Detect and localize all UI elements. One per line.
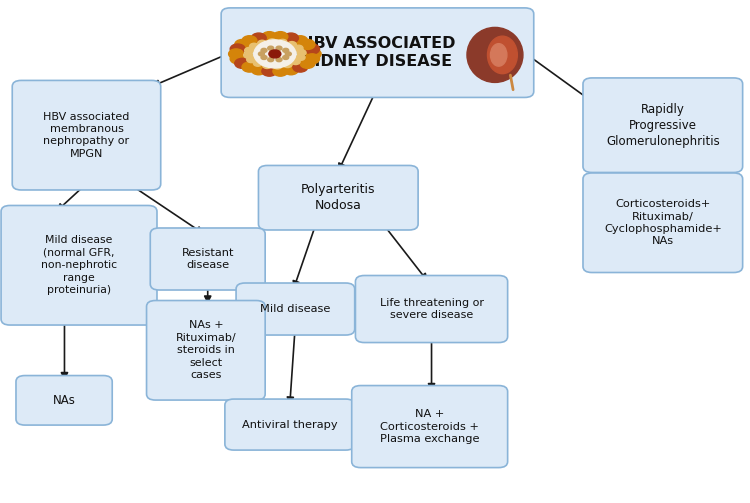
Circle shape [261,55,267,59]
Circle shape [292,36,308,46]
Text: Corticosteroids+
Rituximab/
Cyclophosphamide+
NAs: Corticosteroids+ Rituximab/ Cyclophospha… [604,199,722,246]
Circle shape [262,32,277,42]
Circle shape [278,39,287,45]
Text: Antiviral therapy: Antiviral therapy [242,420,338,430]
Circle shape [262,62,272,68]
Text: Resistant
disease: Resistant disease [182,248,234,270]
Circle shape [304,54,320,64]
FancyBboxPatch shape [583,78,742,173]
Circle shape [262,66,277,76]
FancyBboxPatch shape [259,165,418,230]
Circle shape [284,65,298,75]
Circle shape [300,58,315,68]
Text: HBV associated
membranous
nephropathy or
MPGN: HBV associated membranous nephropathy or… [44,112,130,159]
Circle shape [242,62,257,72]
Circle shape [306,49,321,59]
Circle shape [276,46,282,50]
Ellipse shape [490,44,507,66]
Circle shape [230,44,245,54]
Circle shape [242,36,257,46]
Text: NAs: NAs [53,394,76,407]
Circle shape [273,66,288,76]
Circle shape [235,58,250,68]
Circle shape [254,40,296,68]
FancyBboxPatch shape [150,228,266,290]
Circle shape [283,55,289,59]
Circle shape [273,63,282,69]
Circle shape [251,65,266,75]
Circle shape [297,50,306,56]
FancyBboxPatch shape [225,399,355,450]
Circle shape [268,39,277,45]
Circle shape [268,46,274,50]
FancyBboxPatch shape [236,283,355,335]
FancyBboxPatch shape [352,386,508,468]
Text: NA +
Corticosteroids +
Plasma exchange: NA + Corticosteroids + Plasma exchange [380,409,479,444]
Circle shape [285,52,291,56]
Circle shape [292,62,308,72]
Circle shape [230,54,245,64]
FancyBboxPatch shape [1,206,157,325]
Circle shape [291,58,300,64]
Circle shape [259,52,265,56]
Circle shape [283,61,292,67]
Circle shape [268,58,274,62]
Text: Rapidly
Progressive
Glomerulonephritis: Rapidly Progressive Glomerulonephritis [606,103,720,148]
Text: Life threatening or
severe disease: Life threatening or severe disease [380,298,484,320]
Ellipse shape [467,27,523,82]
Circle shape [304,44,320,54]
Ellipse shape [488,36,518,73]
Circle shape [273,32,288,42]
Circle shape [244,47,254,53]
FancyBboxPatch shape [356,276,508,343]
Circle shape [300,39,315,49]
Circle shape [294,45,303,51]
FancyBboxPatch shape [12,80,160,190]
Circle shape [235,39,250,49]
Circle shape [247,57,256,63]
Circle shape [261,48,267,52]
FancyBboxPatch shape [221,8,534,98]
Circle shape [296,54,305,60]
Circle shape [250,43,259,49]
Circle shape [287,42,296,48]
Text: NAs +
Rituximab/
steroids in
select
cases: NAs + Rituximab/ steroids in select case… [176,320,236,380]
FancyBboxPatch shape [16,376,112,425]
Text: Polyarteritis
Nodosa: Polyarteritis Nodosa [301,183,376,212]
FancyBboxPatch shape [146,300,266,400]
Circle shape [244,52,253,58]
FancyBboxPatch shape [583,173,742,273]
Text: Mild disease
(normal GFR,
non-nephrotic
range
proteinuria): Mild disease (normal GFR, non-nephrotic … [41,235,117,295]
Text: Mild disease: Mild disease [260,304,331,314]
Circle shape [254,60,262,66]
Text: HBV ASSOCIATED
KIDNEY DISEASE: HBV ASSOCIATED KIDNEY DISEASE [300,36,455,69]
Circle shape [269,50,280,58]
Circle shape [251,33,266,43]
Circle shape [258,40,267,46]
Circle shape [276,58,282,62]
Circle shape [283,48,289,52]
Circle shape [229,49,244,59]
Circle shape [284,33,298,43]
